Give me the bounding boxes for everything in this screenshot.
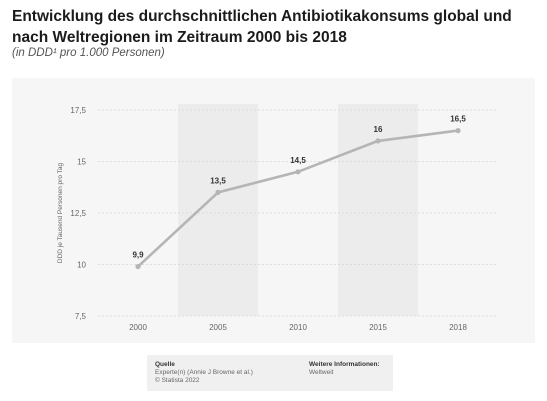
y-tick-label: 12,5 (70, 209, 86, 218)
band-2005 (178, 104, 258, 316)
x-tick-label: 2018 (449, 323, 467, 332)
data-label: 16 (374, 125, 383, 134)
info-line: Weltweit (309, 369, 334, 376)
y-tick-label: 10 (77, 261, 86, 270)
y-tick-label: 17,5 (70, 106, 86, 115)
y-tick-label: 15 (77, 158, 86, 167)
source-heading: Quelle (155, 361, 175, 368)
source-box: Quelle Experte(n) (Annie J Browne et al.… (147, 355, 393, 391)
data-label: 9,9 (132, 251, 144, 260)
data-point (455, 128, 461, 134)
data-label: 14,5 (290, 156, 306, 165)
data-label: 13,5 (210, 176, 226, 185)
data-point (135, 263, 141, 270)
x-tick-label: 2000 (129, 323, 147, 332)
info-section: Weitere Informationen: Weltweit (309, 361, 380, 377)
data-label: 16,5 (450, 115, 466, 124)
source-line: Experte(n) (Annie J Browne et al.) (155, 369, 253, 376)
x-tick-label: 2015 (369, 323, 387, 332)
data-point (215, 189, 221, 195)
data-point (375, 138, 381, 144)
info-heading: Weitere Informationen: (309, 361, 380, 368)
x-tick-label: 2010 (289, 323, 307, 332)
y-tick-label: 7,5 (75, 312, 87, 321)
chart-panel (12, 78, 535, 343)
data-point (295, 169, 301, 175)
source-section: Quelle Experte(n) (Annie J Browne et al.… (155, 361, 253, 385)
chart-subtitle: (in DDD¹ pro 1.000 Personen) (12, 47, 165, 59)
band-2015 (338, 104, 418, 316)
x-tick-label: 2005 (209, 323, 227, 332)
copyright-line: © Statista 2022 (155, 377, 200, 384)
chart-title: Entwicklung des durchschnittlichen Antib… (12, 8, 512, 46)
y-axis-label: DDD je Tausend Personen pro Tag (57, 163, 64, 264)
